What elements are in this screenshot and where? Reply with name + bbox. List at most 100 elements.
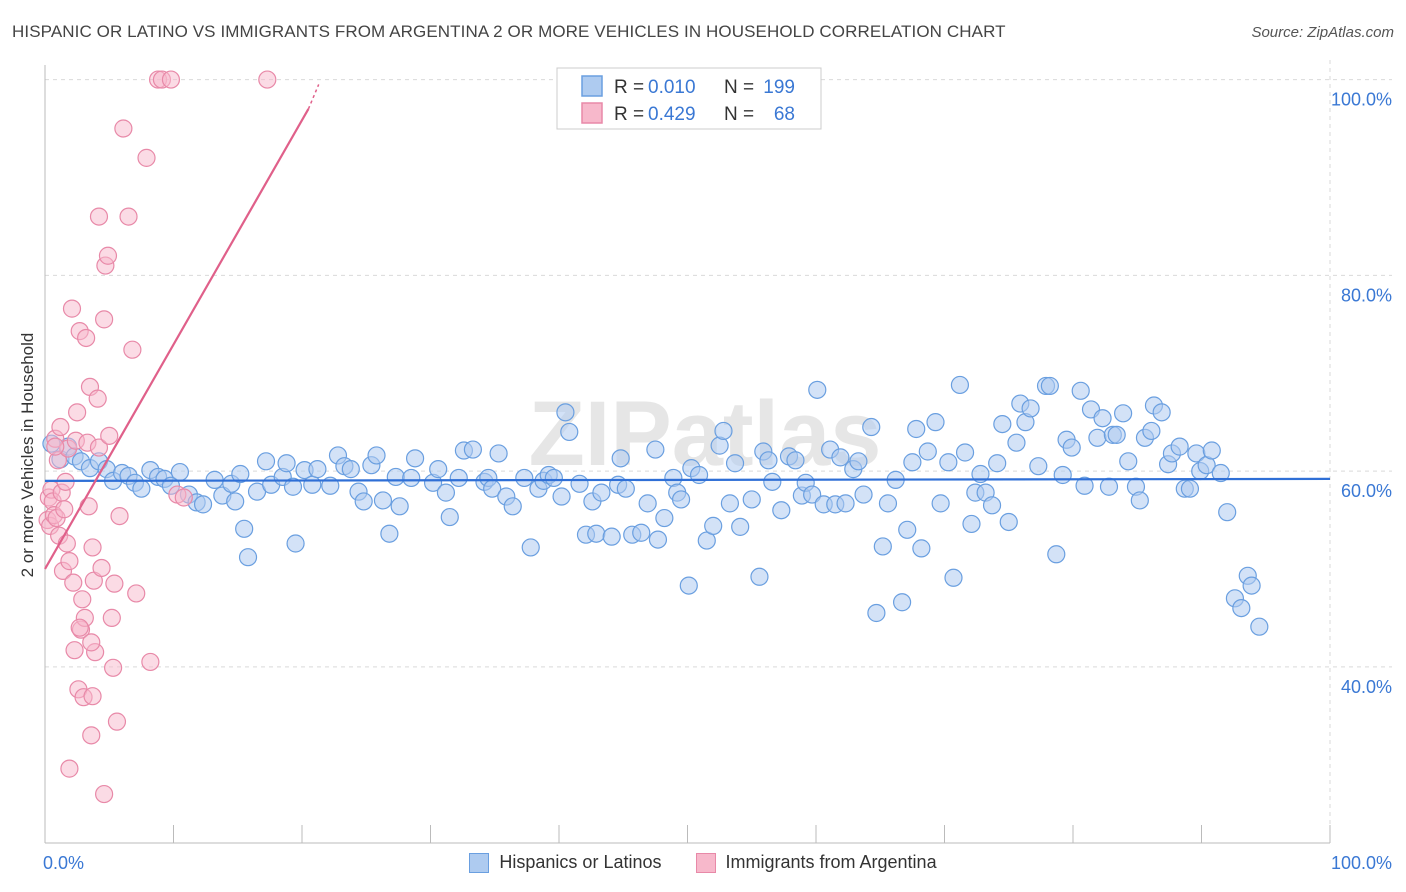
legend-swatch-argentina	[696, 853, 716, 873]
data-point	[1094, 410, 1111, 427]
data-point	[304, 476, 321, 493]
data-point	[278, 455, 295, 472]
data-point	[84, 539, 101, 556]
data-point	[195, 496, 212, 513]
data-point	[1219, 504, 1236, 521]
data-point	[368, 447, 385, 464]
data-point	[545, 469, 562, 486]
data-point	[1048, 546, 1065, 563]
data-point	[773, 502, 790, 519]
data-point	[1181, 480, 1198, 497]
data-point	[47, 438, 64, 455]
data-point	[656, 510, 673, 527]
data-point	[63, 300, 80, 317]
y-axis-label: 2 or more Vehicles in Household	[18, 333, 37, 578]
data-point	[258, 453, 275, 470]
data-point	[227, 493, 244, 510]
legend-swatch-pink	[582, 103, 602, 123]
data-point	[633, 524, 650, 541]
data-point	[387, 468, 404, 485]
data-point	[899, 521, 916, 538]
data-point	[894, 594, 911, 611]
correlation-legend: R = 0.010 N = 199 R = 0.429 N = 68	[557, 68, 821, 129]
data-point	[138, 149, 155, 166]
data-point	[1054, 466, 1071, 483]
data-point	[787, 452, 804, 469]
data-point	[940, 454, 957, 471]
data-point	[403, 469, 420, 486]
legend-n-label-1: N =	[724, 77, 754, 98]
data-point	[904, 454, 921, 471]
data-point	[504, 498, 521, 515]
legend-r-label-1: R =	[614, 77, 644, 98]
data-point	[355, 493, 372, 510]
data-point	[908, 420, 925, 437]
data-point	[855, 486, 872, 503]
data-point	[850, 453, 867, 470]
data-point	[715, 422, 732, 439]
data-point	[561, 423, 578, 440]
data-point	[863, 419, 880, 436]
data-point	[89, 390, 106, 407]
data-point	[673, 491, 690, 508]
data-point	[84, 688, 101, 705]
legend-item-argentina[interactable]: Immigrants from Argentina	[696, 852, 937, 873]
data-point	[58, 535, 75, 552]
data-point	[603, 528, 620, 545]
data-point	[1100, 478, 1117, 495]
data-point	[103, 609, 120, 626]
data-point	[464, 441, 481, 458]
data-point	[1089, 429, 1106, 446]
data-point	[1131, 492, 1148, 509]
data-point	[61, 553, 78, 570]
data-point	[80, 498, 97, 515]
data-point	[71, 619, 88, 636]
legend-swatch-blue	[582, 76, 602, 96]
data-point	[83, 727, 100, 744]
legend-item-hispanics[interactable]: Hispanics or Latinos	[469, 852, 661, 873]
data-point	[450, 469, 467, 486]
data-point	[680, 577, 697, 594]
data-point	[133, 480, 150, 497]
data-point	[963, 515, 980, 532]
data-point	[932, 495, 949, 512]
data-point	[78, 329, 95, 346]
data-point	[61, 760, 78, 777]
data-point	[309, 461, 326, 478]
legend-swatch-hispanics	[469, 853, 489, 873]
data-point	[612, 450, 629, 467]
data-point	[430, 461, 447, 478]
y-tick-label: 100.0%	[1331, 90, 1392, 110]
data-point	[1251, 618, 1268, 635]
data-point	[588, 525, 605, 542]
data-point	[407, 450, 424, 467]
data-point	[727, 455, 744, 472]
data-point	[751, 568, 768, 585]
data-point	[391, 498, 408, 515]
legend-label-hispanics: Hispanics or Latinos	[499, 852, 661, 873]
data-point	[1022, 400, 1039, 417]
data-point	[705, 517, 722, 534]
data-point	[96, 311, 113, 328]
data-point	[743, 491, 760, 508]
data-point	[1153, 404, 1170, 421]
data-point	[66, 642, 83, 659]
data-point	[647, 441, 664, 458]
data-point	[1171, 438, 1188, 455]
data-point	[1063, 439, 1080, 456]
data-point	[93, 559, 110, 576]
data-point	[1000, 513, 1017, 530]
y-tick-label: 60.0%	[1341, 481, 1392, 501]
data-point	[764, 473, 781, 490]
data-point	[951, 376, 968, 393]
data-point	[142, 653, 159, 670]
data-point	[236, 520, 253, 537]
data-point	[381, 525, 398, 542]
data-point	[120, 208, 137, 225]
data-point	[1243, 577, 1260, 594]
data-point	[617, 480, 634, 497]
data-point	[919, 443, 936, 460]
data-point	[553, 488, 570, 505]
data-point	[83, 634, 100, 651]
data-point	[490, 445, 507, 462]
